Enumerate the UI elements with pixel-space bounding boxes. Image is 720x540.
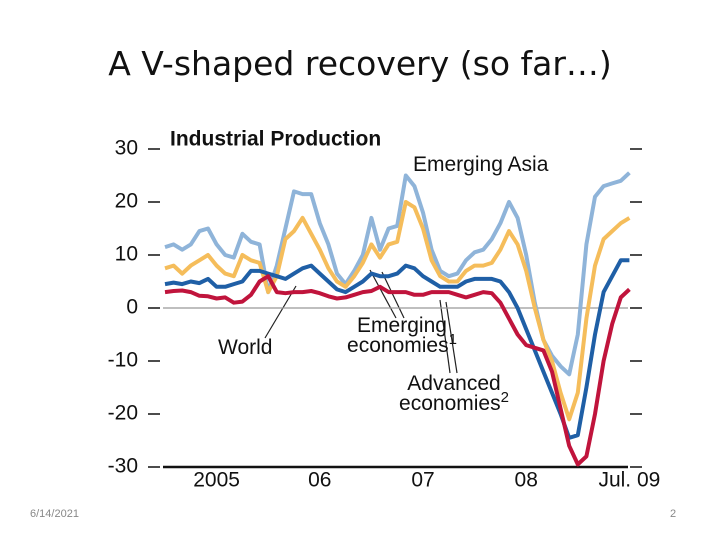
x-tick-label: 2005 xyxy=(193,469,240,492)
y-tick-label: -10 xyxy=(108,349,138,372)
y-tick-label: 0 xyxy=(126,296,138,319)
y-tick-label: -30 xyxy=(108,455,138,478)
chart-title: Industrial Production xyxy=(170,128,381,151)
series-name: Emerging economies xyxy=(347,314,449,357)
series-name: World xyxy=(218,336,273,359)
y-tick-label: -20 xyxy=(108,402,138,425)
series-name: Advanced economies xyxy=(399,372,501,415)
leader-line xyxy=(369,269,397,319)
series-name: Emerging Asia xyxy=(413,153,549,176)
y-tick-label: 30 xyxy=(115,137,138,160)
y-tick-label: 10 xyxy=(115,243,138,266)
footnote-marker: 2 xyxy=(500,389,509,406)
series-label: Emerging economies1 xyxy=(327,314,477,357)
x-tick-label: 06 xyxy=(308,469,331,492)
leader-line xyxy=(381,271,405,319)
series-line xyxy=(164,258,630,440)
series-label: Advanced economies2 xyxy=(374,372,534,415)
slide-title: A V-shaped recovery (so far…) xyxy=(108,44,612,83)
date: 6/14/2021 xyxy=(30,508,79,520)
leader-line xyxy=(445,301,458,374)
y-tick-label: 20 xyxy=(115,190,138,213)
series-label: World xyxy=(218,336,273,359)
x-tick-label: 08 xyxy=(515,469,538,492)
series-line xyxy=(164,274,631,467)
x-tick-label: 07 xyxy=(411,469,434,492)
footnote-marker: 1 xyxy=(448,331,457,348)
series-label: Emerging Asia xyxy=(413,153,549,176)
x-tick-label: Jul. 09 xyxy=(598,469,660,492)
leader-line xyxy=(264,285,297,339)
leader-line xyxy=(439,299,451,374)
leader-lines xyxy=(264,269,458,374)
page-number: 2 xyxy=(670,508,677,520)
series-line xyxy=(164,200,631,422)
